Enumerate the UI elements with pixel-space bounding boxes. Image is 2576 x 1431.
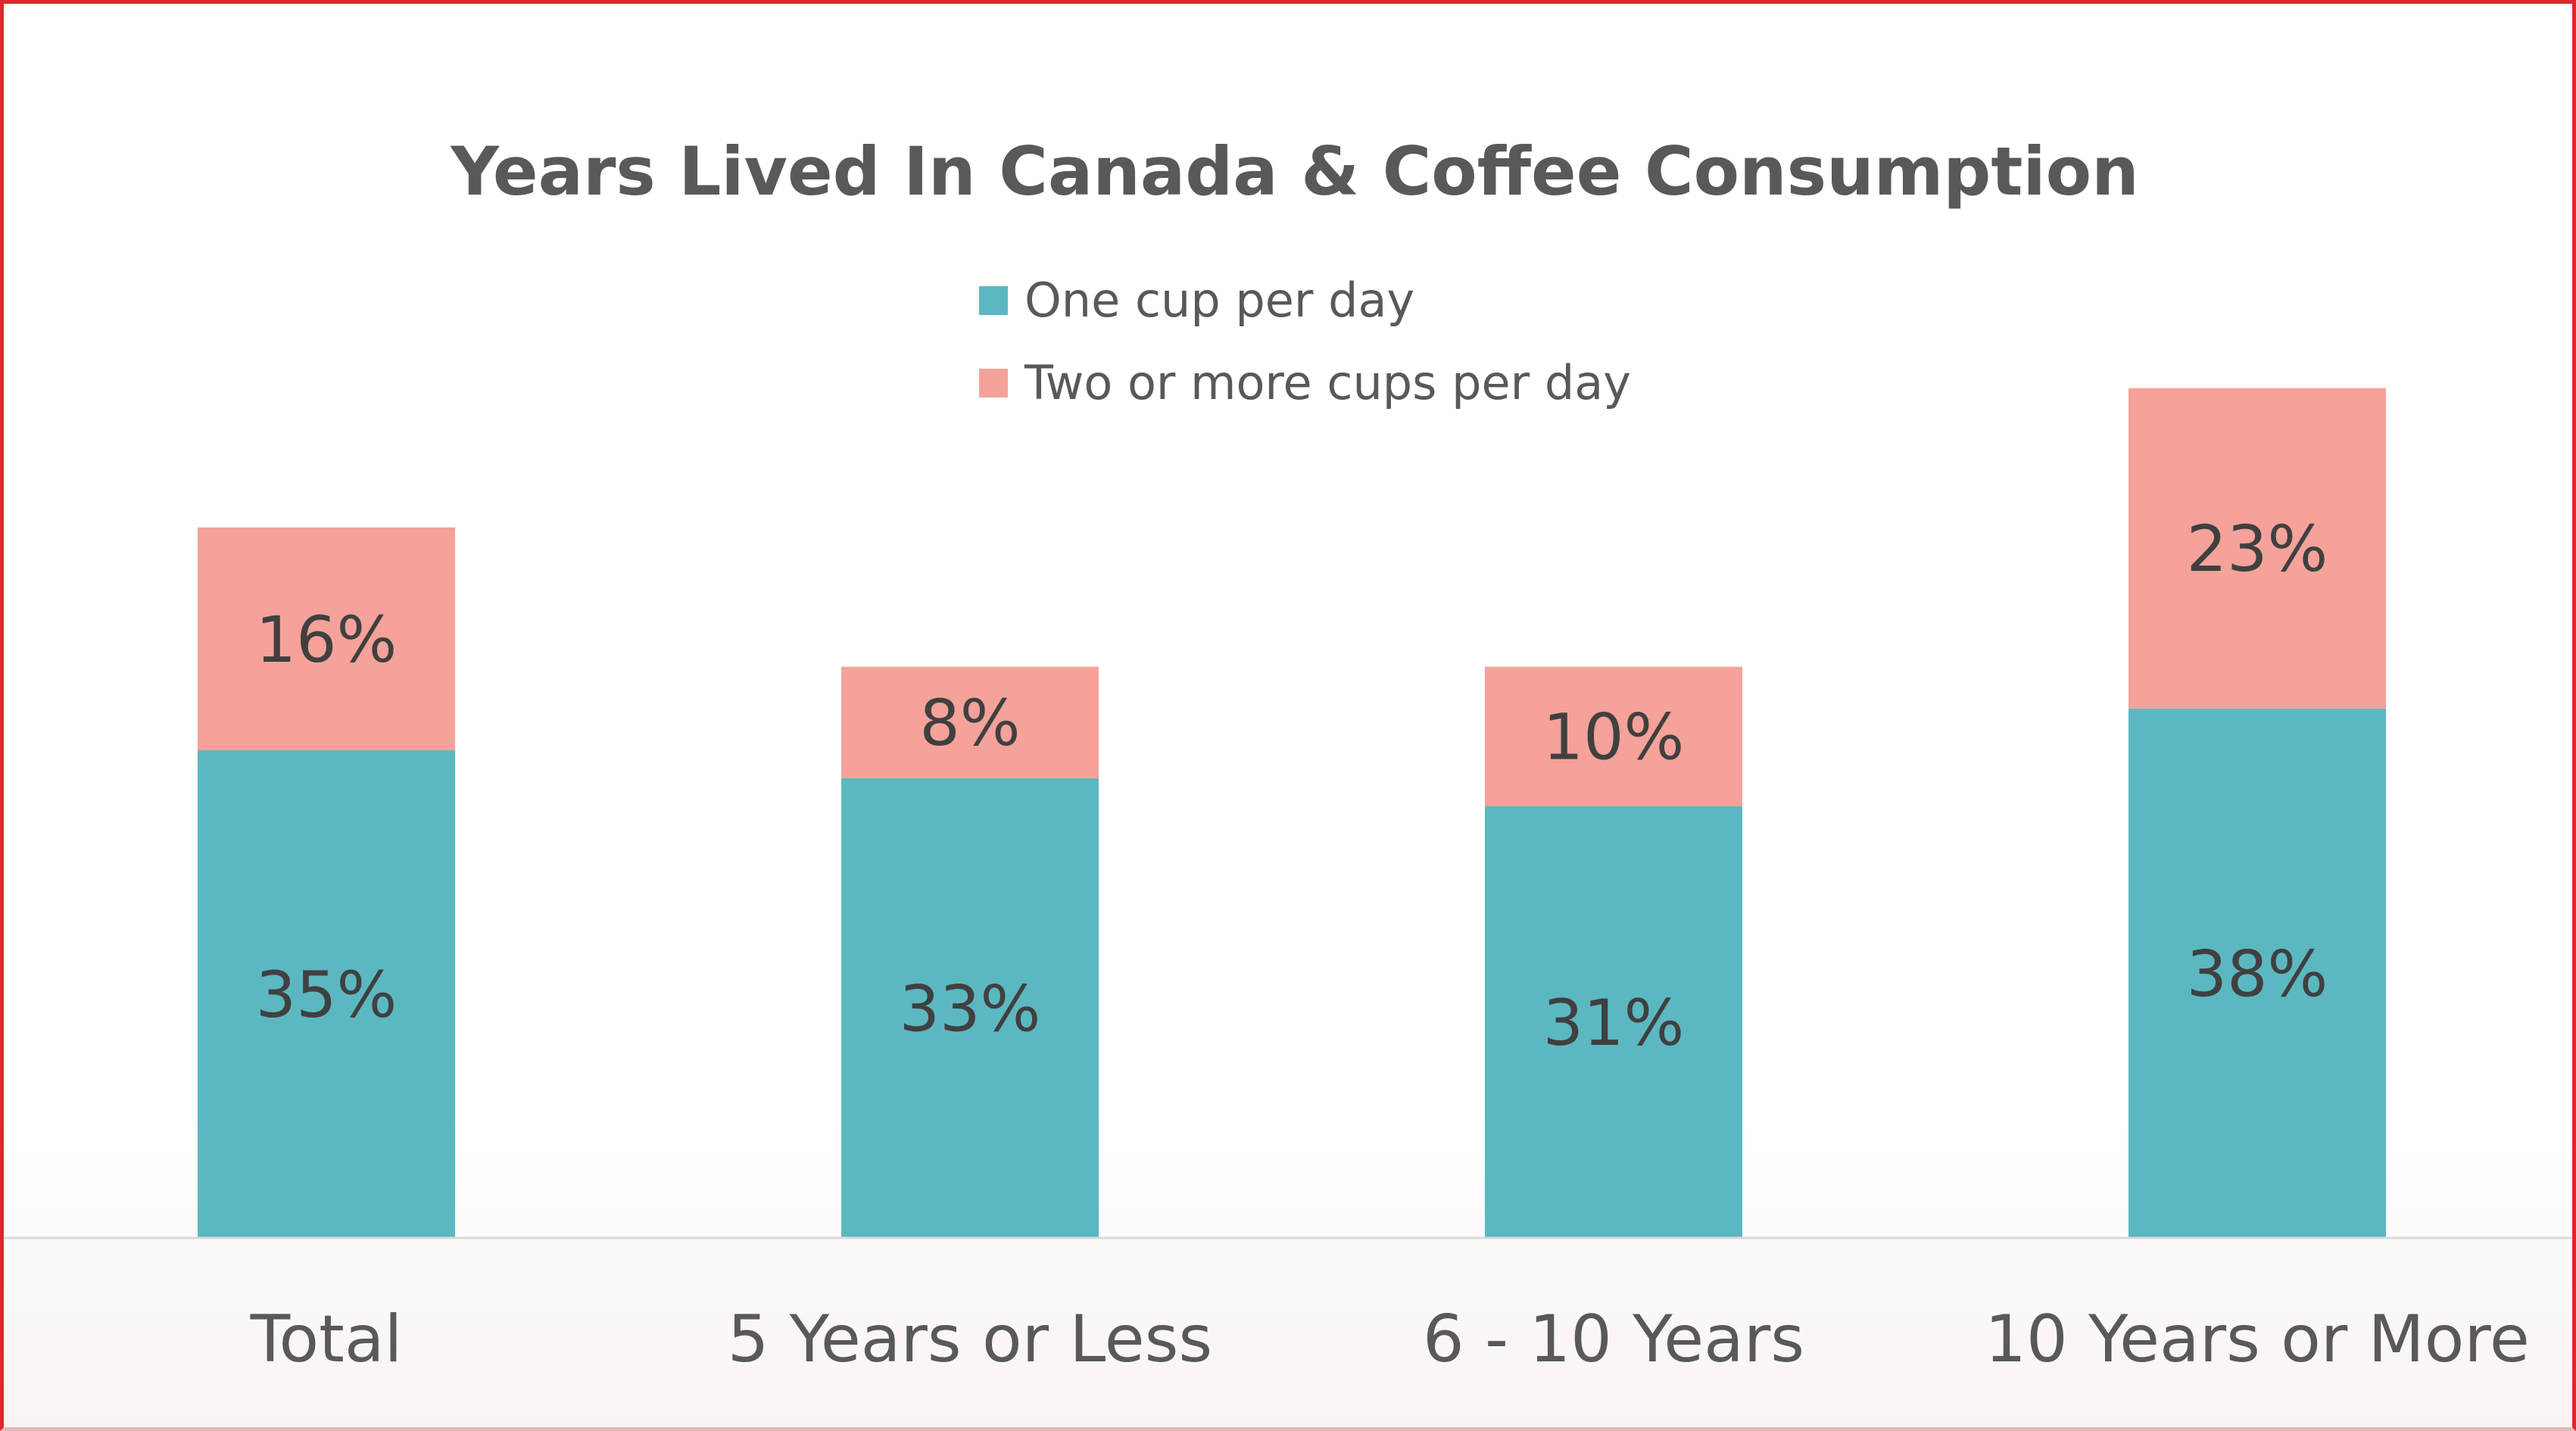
tick-label-6-10-years: 6 - 10 Years [1423, 1302, 1804, 1377]
tick-label-5-years-or-less: 5 Years or Less [728, 1302, 1213, 1377]
bar-10-years-or-more-one-cup [2128, 708, 2386, 1238]
x-axis-ticks: Total 5 Years or Less 6 - 10 Years 10 Years… [250, 1302, 2530, 1377]
bar-total-one-cup [198, 750, 455, 1238]
tick-label-total: Total [250, 1302, 403, 1377]
data-label-6-10-years-one-cup: 31% [1543, 986, 1685, 1060]
chart-legend: One cup per day Two or more cups per day [979, 273, 1631, 410]
legend-swatch-one-cup [979, 286, 1008, 315]
bar-total-two-plus [198, 527, 455, 750]
data-label-5-years-or-less-two-plus: 8% [919, 686, 1020, 760]
stacked-bar-chart: Years Lived In Canada & Coffee Consumpti… [4, 132, 2572, 1377]
data-label-total-two-plus: 16% [256, 603, 398, 677]
data-label-5-years-or-less-one-cup: 33% [900, 971, 1041, 1046]
chart-title: Years Lived In Canada & Coffee Consumpti… [450, 132, 2139, 210]
bar-6-10-years-one-cup [1485, 806, 1742, 1238]
bar-5-years-or-less-two-plus [841, 666, 1099, 778]
data-label-total-one-cup: 35% [256, 958, 398, 1032]
data-label-10-years-or-more-one-cup: 38% [2187, 937, 2328, 1011]
bar-5-years-or-less-one-cup [841, 778, 1099, 1238]
data-label-10-years-or-more-two-plus: 23% [2187, 512, 2328, 586]
tick-label-10-years-or-more: 10 Years or More [1985, 1302, 2530, 1377]
legend-label-one-cup: One cup per day [1024, 273, 1414, 328]
data-label-6-10-years-two-plus: 10% [1543, 700, 1685, 775]
bar-group: 35% 16% 33% 8% 31% 10% 38% 23% [198, 388, 2386, 1238]
legend-swatch-two-plus [979, 369, 1008, 398]
bar-10-years-or-more-two-plus [2128, 388, 2386, 709]
legend-label-two-plus: Two or more cups per day [1024, 355, 1631, 410]
bar-6-10-years-two-plus [1485, 666, 1742, 806]
